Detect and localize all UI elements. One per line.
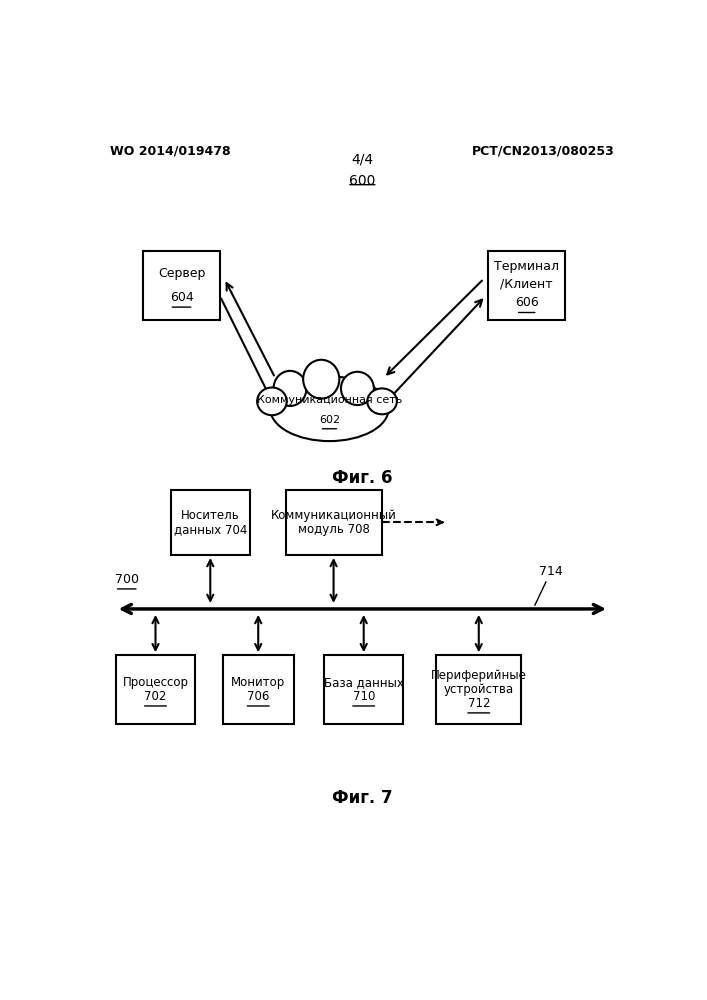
- Text: 710: 710: [353, 690, 375, 703]
- Text: 606: 606: [515, 296, 539, 309]
- Text: 714: 714: [539, 565, 563, 578]
- Text: Коммуникационная сеть: Коммуникационная сеть: [257, 395, 402, 405]
- Text: Коммуникационный: Коммуникационный: [271, 509, 397, 522]
- Text: База данных: База данных: [324, 676, 404, 689]
- FancyBboxPatch shape: [223, 655, 294, 724]
- Ellipse shape: [341, 372, 374, 405]
- FancyBboxPatch shape: [144, 251, 220, 320]
- Text: Периферийные: Периферийные: [431, 669, 527, 682]
- Text: Фиг. 7: Фиг. 7: [332, 789, 392, 807]
- Text: Терминал: Терминал: [494, 260, 559, 273]
- FancyBboxPatch shape: [286, 490, 382, 555]
- FancyBboxPatch shape: [489, 251, 565, 320]
- FancyBboxPatch shape: [170, 490, 250, 555]
- Text: 4/4: 4/4: [351, 152, 373, 166]
- FancyBboxPatch shape: [324, 655, 404, 724]
- Text: Процессор: Процессор: [122, 676, 189, 689]
- Text: устройства: устройства: [444, 683, 514, 696]
- Text: PCT/CN2013/080253: PCT/CN2013/080253: [472, 145, 614, 158]
- Text: 702: 702: [144, 690, 167, 703]
- Text: 600: 600: [349, 174, 375, 188]
- Ellipse shape: [274, 371, 306, 406]
- Ellipse shape: [303, 360, 339, 399]
- Ellipse shape: [367, 388, 397, 414]
- FancyBboxPatch shape: [436, 655, 521, 724]
- Text: Фиг. 6: Фиг. 6: [332, 469, 392, 487]
- Text: Носитель: Носитель: [181, 509, 240, 522]
- FancyBboxPatch shape: [116, 655, 195, 724]
- Text: модуль 708: модуль 708: [298, 523, 370, 536]
- Text: Сервер: Сервер: [158, 267, 205, 280]
- Text: 712: 712: [467, 697, 490, 710]
- Text: 700: 700: [115, 573, 139, 586]
- Text: данных 704: данных 704: [174, 523, 247, 536]
- Text: 706: 706: [247, 690, 269, 703]
- Text: WO 2014/019478: WO 2014/019478: [110, 145, 231, 158]
- Ellipse shape: [257, 387, 287, 415]
- Text: 602: 602: [319, 415, 340, 425]
- Text: 604: 604: [170, 291, 194, 304]
- Text: /Клиент: /Клиент: [501, 278, 553, 291]
- Ellipse shape: [270, 376, 389, 441]
- Text: Монитор: Монитор: [231, 676, 286, 689]
